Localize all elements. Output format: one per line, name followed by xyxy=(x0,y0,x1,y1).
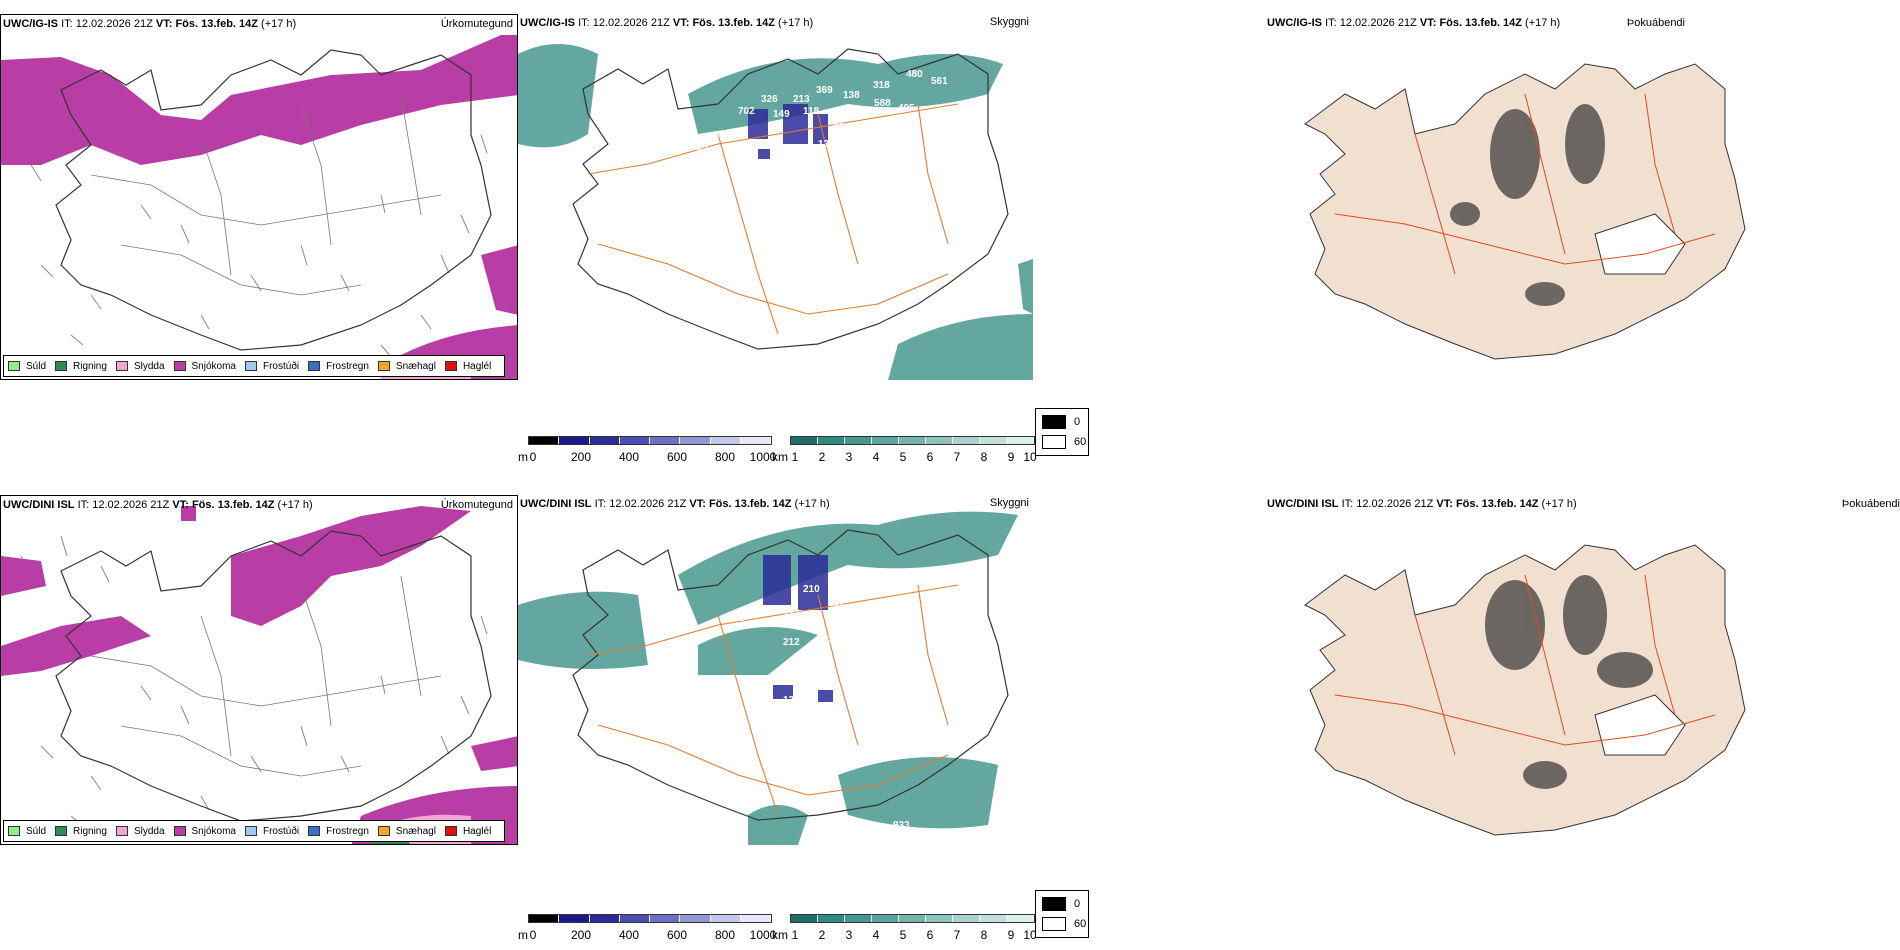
swatch-sud xyxy=(8,361,20,371)
ceiling-label: 178 xyxy=(818,635,835,646)
swatch-haglel xyxy=(444,361,457,371)
roads xyxy=(90,94,442,296)
ceiling-label: 212 xyxy=(783,637,800,648)
precip-panel-dini: UWC/DINI ISL IT: 12.02.2026 21Z VT: Fös.… xyxy=(0,495,518,845)
ceiling-label: 933 xyxy=(893,820,910,831)
swatch-frostregn xyxy=(308,361,321,371)
ceiling-label: 130 xyxy=(818,139,835,150)
ceiling-panel-dini: UWC/DINI ISL IT: 12.02.2026 21Z VT: Fös.… xyxy=(518,495,1033,845)
roads xyxy=(1334,93,1716,275)
roads xyxy=(90,575,442,777)
ceiling-label: 232 xyxy=(828,584,845,595)
panel-title: Skyggni xyxy=(989,497,1029,509)
iceland-land xyxy=(1304,63,1746,360)
swatch-rigning xyxy=(55,361,68,371)
panel-title: Þokuábendi xyxy=(1841,498,1900,510)
panel-header: UWC/IG-IS IT: 12.02.2026 21Z VT: Fös. 13… xyxy=(3,18,297,30)
iceland-outline xyxy=(572,529,1009,821)
panel-title: Skyggni xyxy=(989,16,1029,28)
ceiling-label: 814 xyxy=(636,119,653,130)
precip-panel-ig: UWC/IG-IS IT: 12.02.2026 21Z VT: Fös. 13… xyxy=(0,14,518,380)
ceiling-label: 210 xyxy=(803,584,820,595)
swatch-slydda xyxy=(115,361,128,371)
glacier xyxy=(1594,694,1686,756)
ceiling-label: 134 xyxy=(843,109,860,120)
roads xyxy=(1334,574,1716,756)
fog-map-ig xyxy=(1304,63,1746,360)
ceiling-label: 111 xyxy=(803,620,819,631)
swatch-snaehagl xyxy=(377,361,390,371)
panel-header: UWC/DINI ISL IT: 12.02.2026 21Z VT: Fös.… xyxy=(1267,498,1577,510)
ceiling-label: 138 xyxy=(843,90,860,101)
ceiling-label: 946 xyxy=(918,573,935,584)
panel-title: Úrkomutegund xyxy=(440,18,513,30)
ceiling-label: 480 xyxy=(906,69,923,80)
precip-areas xyxy=(1,35,517,379)
ceiling-label: 341 xyxy=(603,97,620,108)
ceiling-labels: 210 232 281 946 192 132 111 212 178 143 … xyxy=(518,495,1033,845)
ceiling-label: 369 xyxy=(816,85,833,96)
panel-title: Þokuábendi xyxy=(1626,17,1685,29)
ceiling-labels: 341 814 321 107 227 847 702 326 213 369 … xyxy=(518,14,1033,380)
ceiling-label: 702 xyxy=(738,106,755,117)
ceiling-label: 213 xyxy=(793,94,810,105)
ceiling-label: 847 xyxy=(713,130,730,141)
precip-map-dini xyxy=(1,506,517,844)
glacier xyxy=(1594,213,1686,275)
ceiling-map-dini xyxy=(518,511,1018,845)
fog-patches xyxy=(1450,104,1605,306)
panel-header: UWC/IG-IS IT: 12.02.2026 21Z VT: Fös. 13… xyxy=(520,17,814,29)
ceiling-label: 107 xyxy=(658,149,675,160)
panel-header: UWC/IG-IS IT: 12.02.2026 21Z VT: Fös. 13… xyxy=(1267,17,1561,29)
ceiling-label: 139 xyxy=(783,695,800,706)
fog-swatch-black xyxy=(1042,415,1066,429)
swatch-snjokoma xyxy=(173,361,186,371)
ceiling-label: 561 xyxy=(931,76,948,87)
iceland-outline xyxy=(55,49,492,351)
fog-panel-dini: UWC/DINI ISL IT: 12.02.2026 21Z VT: Fös.… xyxy=(1265,495,1900,845)
ceiling-label: 192 xyxy=(828,598,845,609)
fog-map-dini xyxy=(1304,544,1746,836)
ceiling-label: 132 xyxy=(783,608,800,619)
ceiling-label: 326 xyxy=(761,94,778,105)
precip-legend: Súld Rigning Slydda Snjókoma Frostúði Fr… xyxy=(3,820,506,842)
fog-legend-ig: 0 60 xyxy=(1035,408,1089,456)
ceiling-label: 118 xyxy=(803,106,820,117)
altitude-cells xyxy=(763,555,833,702)
precip-map-ig xyxy=(1,35,517,379)
ceiling-panel-ig: UWC/IG-IS IT: 12.02.2026 21Z VT: Fös. 13… xyxy=(518,14,1033,380)
ceiling-label: 143 xyxy=(793,652,810,663)
ceiling-label: 122 xyxy=(818,709,835,720)
fog-legend-dini: 0 60 xyxy=(1035,890,1089,938)
iceland-outline xyxy=(55,530,492,822)
ceiling-label: 588 xyxy=(874,98,891,109)
panel-header: UWC/DINI ISL IT: 12.02.2026 21Z VT: Fös.… xyxy=(3,499,313,511)
iceland-outline xyxy=(572,48,1009,350)
fog-patches xyxy=(1485,575,1653,789)
ceiling-label: 416 xyxy=(728,613,745,624)
roads xyxy=(587,103,959,335)
roads xyxy=(587,584,959,816)
ceiling-label: 939 xyxy=(998,807,1015,818)
panel-header: UWC/DINI ISL IT: 12.02.2026 21Z VT: Fös.… xyxy=(520,498,830,510)
precip-areas xyxy=(1,506,517,844)
ceiling-label: 495 xyxy=(898,103,915,114)
ceiling-label: 318 xyxy=(873,80,890,91)
ceiling-label: 149 xyxy=(773,109,790,120)
panel-title: Úrkomutegund xyxy=(440,499,513,511)
ceiling-label: 233 xyxy=(833,122,850,133)
ceiling-label: 227 xyxy=(693,142,710,153)
ceiling-label: 321 xyxy=(668,130,685,141)
fog-panel-ig: UWC/IG-IS IT: 12.02.2026 21Z VT: Fös. 13… xyxy=(1265,14,1900,380)
ceiling-map-ig xyxy=(518,44,1033,380)
ceiling-label: 281 xyxy=(858,575,875,586)
iceland-land xyxy=(1304,544,1746,836)
model-name: UWC/IG-IS xyxy=(3,18,58,30)
altitude-cells xyxy=(748,104,828,159)
swatch-frostudi xyxy=(244,361,257,371)
precip-legend: Súld Rigning Slydda Snjókoma Frostúði Fr… xyxy=(3,355,506,377)
fog-swatch-white xyxy=(1042,435,1066,449)
ceiling-label: 910 xyxy=(860,826,877,837)
